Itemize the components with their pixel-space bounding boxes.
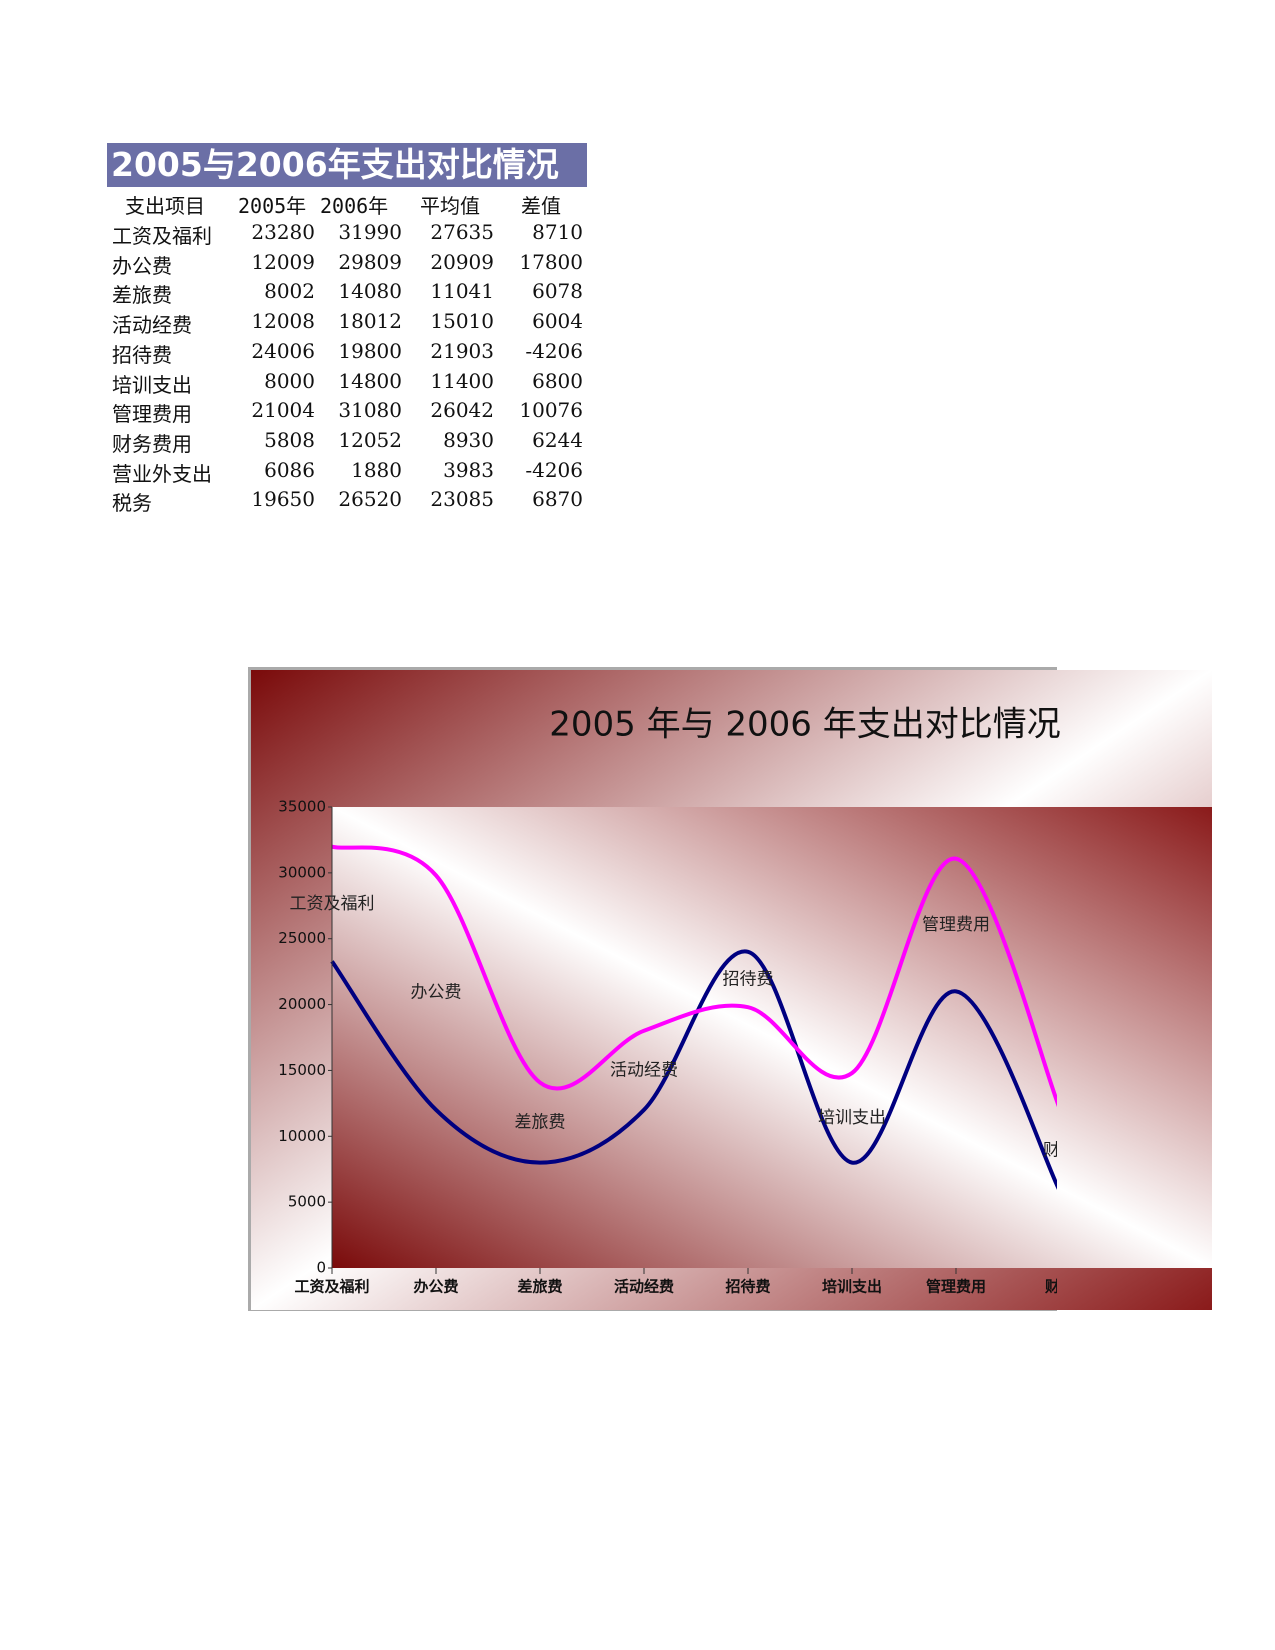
- table-cell: 14080: [338, 279, 402, 304]
- table-cell: 24006: [251, 338, 315, 363]
- table-header: 平均值: [420, 194, 480, 218]
- table-cell: 6870: [532, 487, 583, 512]
- table-cell: 1880: [351, 457, 402, 482]
- table-cell: 11041: [430, 279, 494, 304]
- table-cell: 10076: [519, 398, 583, 423]
- table-cell: 23280: [251, 220, 315, 244]
- table-cell: 11400: [430, 368, 494, 393]
- x-tick-label: 管理费用: [926, 1278, 986, 1296]
- data-label: 差旅费: [515, 1113, 566, 1133]
- row-label: 差旅费: [112, 283, 172, 308]
- table-cell: 29809: [338, 249, 402, 274]
- y-tick-label: 25000: [278, 929, 326, 947]
- table-cell: 8002: [264, 279, 315, 304]
- table-cell: -4206: [525, 457, 583, 482]
- table-cell: 5808: [264, 427, 315, 452]
- y-tick-label: 30000: [278, 863, 326, 881]
- data-label: 财务: [1043, 1140, 1077, 1160]
- table-cell: 18012: [338, 309, 402, 334]
- table-cell: 26520: [338, 487, 402, 512]
- data-label: 活动经费: [610, 1060, 678, 1080]
- table-cell: 23085: [430, 487, 494, 512]
- y-tick-label: 35000: [278, 798, 326, 816]
- series-line: [331, 844, 1057, 1108]
- table-cell: 6078: [532, 279, 583, 304]
- x-tick-label: 培训支出: [822, 1278, 882, 1296]
- table-header: 2006年: [320, 194, 389, 218]
- x-tick-label: 工资及福利: [294, 1278, 369, 1296]
- row-label: 营业外支出: [112, 461, 212, 486]
- table-header: 差值: [521, 194, 561, 218]
- y-tick-label: 20000: [278, 995, 326, 1013]
- row-label: 招待费: [112, 342, 172, 367]
- table-cell: 6244: [532, 427, 583, 452]
- table-cell: 8000: [264, 368, 315, 393]
- y-tick-label: 5000: [288, 1193, 326, 1211]
- table-cell: 21903: [430, 338, 494, 363]
- x-tick-label: 差旅费: [517, 1278, 562, 1296]
- table-title: 2005与2006年支出对比情况: [107, 143, 587, 187]
- x-tick-label: 活动经费: [614, 1278, 674, 1296]
- table-cell: 6800: [532, 368, 583, 393]
- y-tick-label: 0: [316, 1259, 326, 1277]
- table-cell: 27635: [430, 220, 494, 244]
- row-label: 税务: [112, 491, 152, 516]
- table-cell: 17800: [519, 249, 583, 274]
- table-cell: 19800: [338, 338, 402, 363]
- table-cell: 3983: [443, 457, 494, 482]
- table-cell: 21004: [251, 398, 315, 423]
- table-header: 2005年: [238, 194, 307, 218]
- data-label: 管理费用: [922, 915, 990, 935]
- chart-title: 2005 年与 2006 年支出对比情况: [549, 705, 1060, 745]
- row-label: 管理费用: [112, 402, 192, 427]
- table-cell: 19650: [251, 487, 315, 512]
- table-cell: 14800: [338, 368, 402, 393]
- table-cell: 31080: [338, 398, 402, 423]
- data-label: 培训支出: [818, 1108, 886, 1128]
- table-cell: 20909: [430, 249, 494, 274]
- table-cell: 6086: [264, 457, 315, 482]
- x-tick-label: 财务: [1045, 1278, 1076, 1296]
- data-label: 办公费: [411, 983, 462, 1003]
- x-tick-label: 办公费: [413, 1278, 458, 1296]
- table-cell: 8930: [443, 427, 494, 452]
- plot-area: [332, 807, 1212, 1268]
- table-cell: 12052: [338, 427, 402, 452]
- row-label: 活动经费: [112, 313, 192, 338]
- table-cell: 12009: [251, 249, 315, 274]
- table-cell: -4206: [525, 338, 583, 363]
- table-cell: 6004: [532, 309, 583, 334]
- series-line: [330, 949, 1057, 1190]
- table-header: 支出项目: [125, 194, 205, 218]
- table-cell: 8710: [532, 220, 583, 244]
- x-tick-label: 招待费: [725, 1278, 770, 1296]
- y-tick-label: 10000: [278, 1127, 326, 1145]
- table-cell: 31990: [338, 220, 402, 244]
- y-tick-label: 15000: [278, 1061, 326, 1079]
- row-label: 办公费: [112, 253, 172, 278]
- table-cell: 15010: [430, 309, 494, 334]
- data-label: 招待费: [723, 970, 774, 990]
- row-label: 培训支出: [112, 372, 192, 397]
- table-cell: 26042: [430, 398, 494, 423]
- row-label: 工资及福利: [112, 224, 212, 248]
- table-cell: 12008: [251, 309, 315, 334]
- row-label: 财务费用: [112, 431, 192, 456]
